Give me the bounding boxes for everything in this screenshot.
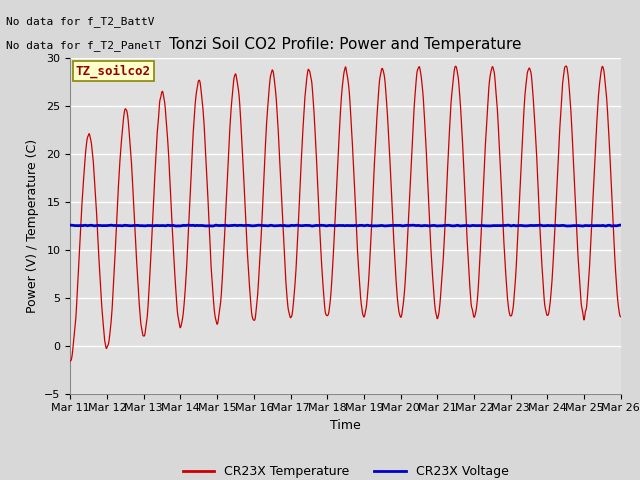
Y-axis label: Power (V) / Temperature (C): Power (V) / Temperature (C) <box>26 139 39 312</box>
Text: TZ_soilco2: TZ_soilco2 <box>76 64 151 78</box>
Legend: CR23X Temperature, CR23X Voltage: CR23X Temperature, CR23X Voltage <box>178 460 513 480</box>
Text: No data for f_T2_BattV: No data for f_T2_BattV <box>6 16 155 27</box>
Title: Tonzi Soil CO2 Profile: Power and Temperature: Tonzi Soil CO2 Profile: Power and Temper… <box>170 37 522 52</box>
Text: No data for f_T2_PanelT: No data for f_T2_PanelT <box>6 40 162 51</box>
X-axis label: Time: Time <box>330 419 361 432</box>
